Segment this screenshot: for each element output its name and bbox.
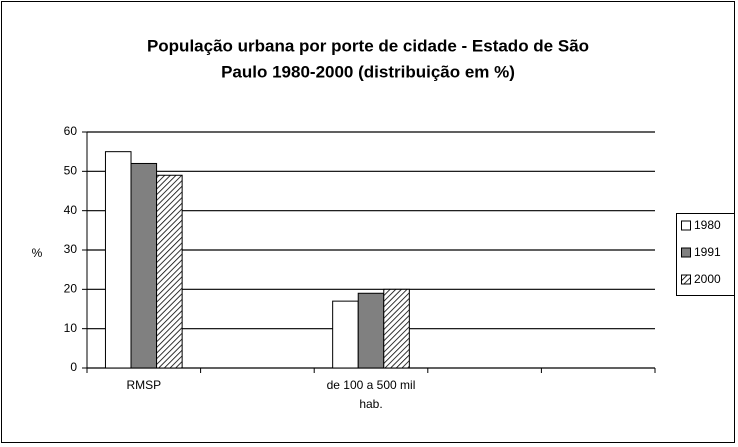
legend-swatch <box>681 274 691 285</box>
y-axis-label: % <box>32 246 43 260</box>
y-tick-label: 20 <box>64 282 78 296</box>
y-tick-label: 30 <box>64 242 78 256</box>
y-tick-label: 60 <box>64 124 78 138</box>
x-tick-label: RMSP <box>126 378 162 392</box>
legend-label: 2000 <box>694 272 721 286</box>
bar <box>130 162 158 369</box>
chart-title: População urbana por porte de cidade - E… <box>147 36 589 55</box>
bar <box>104 151 132 369</box>
bar <box>332 300 359 369</box>
bar <box>383 288 410 369</box>
y-tick-label: 0 <box>70 360 77 374</box>
x-tick-label: de 100 a 500 mil hab. <box>326 378 416 411</box>
y-tick-label: 50 <box>64 164 78 178</box>
legend-label: 1991 <box>694 245 721 259</box>
bar <box>357 292 385 369</box>
chart-title: Paulo 1980-2000 (distribuição em %) <box>221 62 515 81</box>
bar <box>156 174 183 369</box>
legend-swatch <box>681 220 691 231</box>
y-tick-label: 10 <box>64 321 78 335</box>
y-tick-label: 40 <box>64 203 78 217</box>
legend-label: 1980 <box>694 218 721 232</box>
legend-swatch <box>681 247 691 258</box>
